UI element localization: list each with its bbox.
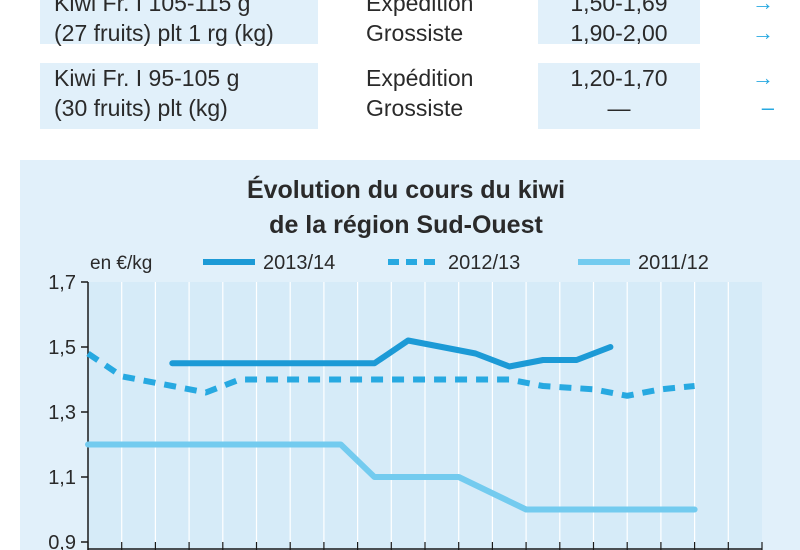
- table-row: Kiwi Fr. I 105-115 g (27 fruits) plt 1 r…: [40, 0, 800, 46]
- product-line: Kiwi Fr. I 105-115 g: [54, 0, 251, 16]
- type-line: Grossiste: [366, 95, 464, 121]
- price-cell: 1,20-1,70 —: [538, 63, 700, 129]
- price-table: Kiwi Fr. I 105-115 g (27 fruits) plt 1 r…: [0, 0, 800, 140]
- trend-arrow-icon: →: [752, 0, 774, 15]
- price-line: 1,20-1,70: [570, 65, 668, 91]
- axis-layer: 1,7 1,5 1,3 1,1 0,9: [48, 272, 763, 550]
- product-line: (27 fruits) plt 1 rg (kg): [54, 20, 274, 46]
- product-cell: Kiwi Fr. I 95-105 g (30 fruits) plt (kg): [40, 63, 318, 129]
- type-line: Expédition: [366, 65, 474, 91]
- price-line: 1,50-1,69: [570, 0, 668, 16]
- y-tick-label: 1,1: [48, 467, 76, 489]
- series-line-2013-14: [169, 337, 614, 370]
- product-line: (30 fruits) plt (kg): [54, 95, 228, 121]
- legend-label: 2012/13: [448, 252, 520, 274]
- type-cell: Expédition Grossiste: [366, 0, 536, 46]
- type-line: Grossiste: [366, 20, 464, 46]
- type-line: Expédition: [366, 0, 474, 16]
- y-tick-label: 0,9: [48, 532, 76, 550]
- trend-cell: → →: [702, 0, 800, 45]
- trend-cell: → –: [702, 63, 800, 129]
- trend-dash-icon: –: [761, 95, 774, 120]
- type-cell: Expédition Grossiste: [366, 63, 536, 129]
- y-tick-label: 1,3: [48, 402, 76, 424]
- legend-label: 2011/12: [638, 252, 709, 274]
- product-line: Kiwi Fr. I 95-105 g: [54, 65, 240, 91]
- trend-arrow-icon: →: [752, 20, 774, 45]
- price-line: —: [607, 95, 631, 121]
- price-cell: 1,50-1,69 1,90-2,00: [538, 0, 700, 46]
- legend: 2013/14 2012/13 2011/12: [203, 252, 709, 274]
- table-row: Kiwi Fr. I 95-105 g (30 fruits) plt (kg)…: [40, 63, 800, 129]
- series-layer: [85, 337, 698, 513]
- chart-title-line-1: Évolution du cours du kiwi: [247, 175, 565, 204]
- y-tick-label: 1,5: [48, 337, 76, 359]
- trend-arrow-icon: →: [752, 65, 774, 90]
- price-line: 1,90-2,00: [570, 20, 668, 46]
- legend-label: 2013/14: [263, 252, 335, 274]
- y-tick-label: 1,7: [48, 272, 76, 294]
- series-line-2012-13: [86, 351, 695, 399]
- grid-layer: [121, 282, 729, 550]
- chart-title-line-2: de la région Sud-Ouest: [269, 211, 543, 239]
- product-cell: Kiwi Fr. I 105-115 g (27 fruits) plt 1 r…: [40, 0, 318, 46]
- unit-label: en €/kg: [90, 253, 152, 274]
- series-line-2011-12: [85, 441, 698, 513]
